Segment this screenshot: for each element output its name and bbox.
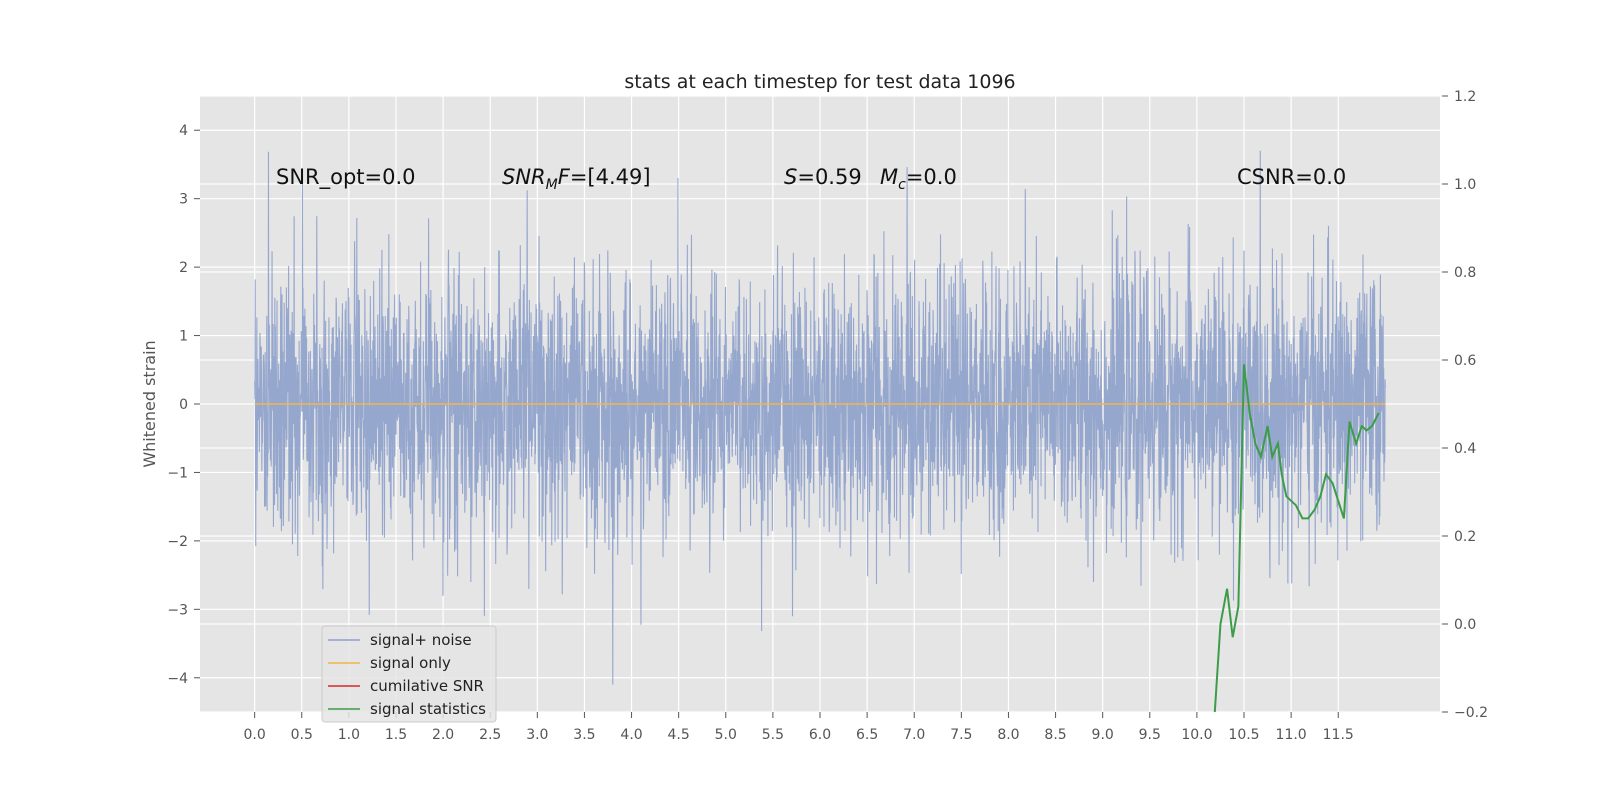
tick-label-x-14: 7.0 [903,727,925,743]
tick-label-left-8: −4 [167,671,188,687]
legend-box [321,625,497,723]
tick-label-x-23: 11.5 [1323,727,1354,743]
tick-label-left-0: 4 [179,123,188,139]
tick-label-x-3: 1.5 [385,727,407,743]
annotation-csnr: CSNR=0.0 [1237,165,1346,189]
signal-statistics-line [1213,364,1380,713]
tick-label-x-0: 0.0 [244,727,266,743]
mc-symbol: M [880,165,898,189]
s-value: =0.59 [797,165,861,189]
tick-label-right-2: 0.8 [1454,265,1476,281]
y-axis-left: 4 3 2 1 0 −1 −2 −3 −4 [167,123,200,687]
legend-label-signal-statistics: signal statistics [370,700,486,718]
tick-label-right-1: 1.0 [1454,177,1476,193]
snr-mf-italic: F [558,165,571,189]
snr-mf-symbol: SNR [502,165,546,189]
tick-label-x-8: 4.0 [620,727,642,743]
snr-mf-value: =[4.49] [570,165,651,189]
tick-label-left-7: −3 [167,602,188,618]
tick-label-left-6: −2 [167,534,188,550]
tick-label-left-3: 1 [179,329,188,345]
tick-label-right-0: 1.2 [1454,89,1476,105]
mc-value: =0.0 [906,165,957,189]
tick-label-x-1: 0.5 [291,727,313,743]
snr-mf-subscript: M [546,177,558,193]
tick-label-x-18: 9.0 [1092,727,1114,743]
legend-label-signal-only: signal only [370,654,451,672]
tick-label-x-7: 3.5 [573,727,595,743]
tick-label-right-6: 0.0 [1454,617,1476,633]
tick-label-x-10: 5.0 [715,727,737,743]
mc-subscript: c [898,177,906,193]
s-symbol: S [784,165,797,189]
annotation-s: S=0.59 [784,165,862,189]
tick-label-x-15: 7.5 [950,727,972,743]
annotation-snr-opt: SNR_opt=0.0 [276,165,416,190]
tick-label-x-4: 2.0 [432,727,454,743]
tick-label-x-9: 4.5 [668,727,690,743]
tick-label-x-2: 1.0 [338,727,360,743]
legend-label-cumilative-snr: cumilative SNR [370,677,484,695]
tick-label-x-5: 2.5 [479,727,501,743]
tick-label-right-3: 0.6 [1454,353,1476,369]
tick-label-x-22: 11.0 [1276,727,1307,743]
tick-label-x-11: 5.5 [762,727,784,743]
chart-title: stats at each timestep for test data 109… [624,71,1015,93]
tick-label-x-17: 8.5 [1044,727,1066,743]
annotations: SNR_opt=0.0 SNRMF=[4.49] S=0.59 Mc=0.0 C… [276,165,1346,193]
x-axis: 0.0 0.5 1.0 1.5 2.0 2.5 3.0 3.5 4.0 4.5 5.0 5.5 6.0 6… [244,712,1354,743]
legend: signal+ noise signal only cumilative SNR… [321,625,497,723]
tick-label-left-1: 3 [179,192,188,208]
legend-label-signal-noise: signal+ noise [370,631,472,649]
tick-label-x-12: 6.0 [809,727,831,743]
tick-label-x-16: 8.0 [997,727,1019,743]
series-signal-noise [254,150,1386,685]
tick-label-x-20: 10.0 [1181,727,1212,743]
annotation-snr-mf: SNRMF=[4.49] [502,165,651,193]
tick-label-left-5: −1 [167,465,188,481]
tick-label-x-13: 6.5 [856,727,878,743]
tick-label-right-5: 0.2 [1454,529,1476,545]
tick-label-x-6: 3.0 [526,727,548,743]
tick-label-x-21: 10.5 [1228,727,1259,743]
tick-label-right-7: −0.2 [1454,705,1488,721]
tick-label-left-4: 0 [179,397,188,413]
tick-label-left-2: 2 [179,260,188,276]
tick-label-x-19: 9.5 [1139,727,1161,743]
signal-noise-line [254,150,1386,685]
series-signal-statistics [1213,364,1380,713]
tick-label-right-4: 0.4 [1454,441,1476,457]
annotation-mc: Mc=0.0 [880,165,957,193]
y-axis-right: 1.2 1.0 0.8 0.6 0.4 0.2 0.0 −0.2 [1442,89,1488,721]
y-axis-label: Whitened strain [140,340,159,467]
